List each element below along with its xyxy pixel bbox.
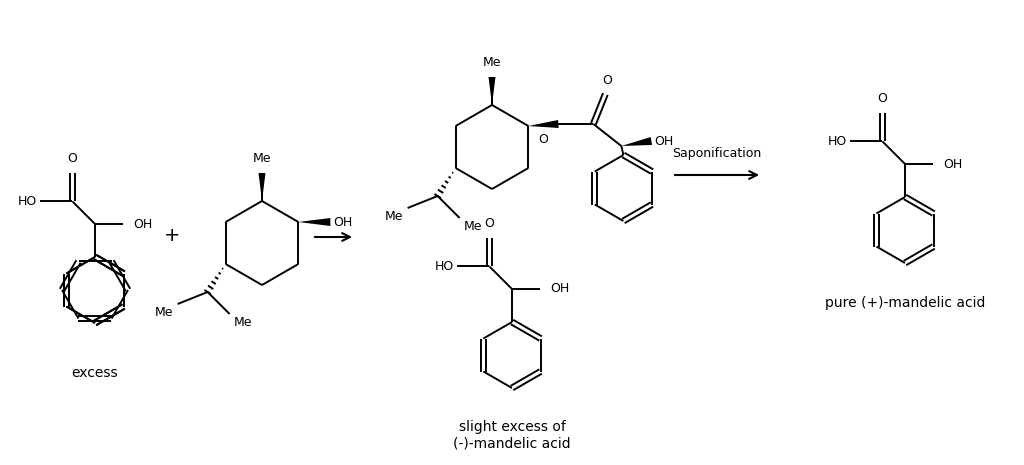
Text: O: O: [484, 217, 495, 230]
Text: O: O: [539, 133, 548, 146]
Text: OH: OH: [133, 218, 153, 231]
Text: HO: HO: [828, 135, 848, 148]
Polygon shape: [488, 77, 496, 105]
Text: Me: Me: [385, 210, 403, 223]
Text: O: O: [878, 93, 888, 106]
Text: Me: Me: [233, 316, 252, 329]
Text: OH: OH: [654, 134, 674, 147]
Text: pure (+)-mandelic acid: pure (+)-mandelic acid: [824, 296, 985, 310]
Text: Me: Me: [253, 152, 271, 165]
Text: +: +: [164, 226, 180, 245]
Text: O: O: [602, 74, 612, 87]
Text: Saponification: Saponification: [673, 147, 762, 160]
Polygon shape: [622, 137, 652, 146]
Text: Me: Me: [482, 56, 502, 69]
Text: OH: OH: [943, 158, 963, 171]
Text: O: O: [68, 153, 77, 166]
Polygon shape: [528, 120, 559, 128]
Text: HO: HO: [435, 260, 455, 273]
Text: OH: OH: [334, 215, 352, 228]
Polygon shape: [258, 173, 265, 201]
Polygon shape: [298, 218, 331, 226]
Text: slight excess of
(-)-mandelic acid: slight excess of (-)-mandelic acid: [454, 420, 570, 450]
Text: OH: OH: [550, 283, 569, 295]
Text: HO: HO: [18, 195, 37, 208]
Text: Me: Me: [464, 220, 482, 233]
Text: excess: excess: [72, 366, 119, 380]
Text: Me: Me: [155, 306, 174, 319]
